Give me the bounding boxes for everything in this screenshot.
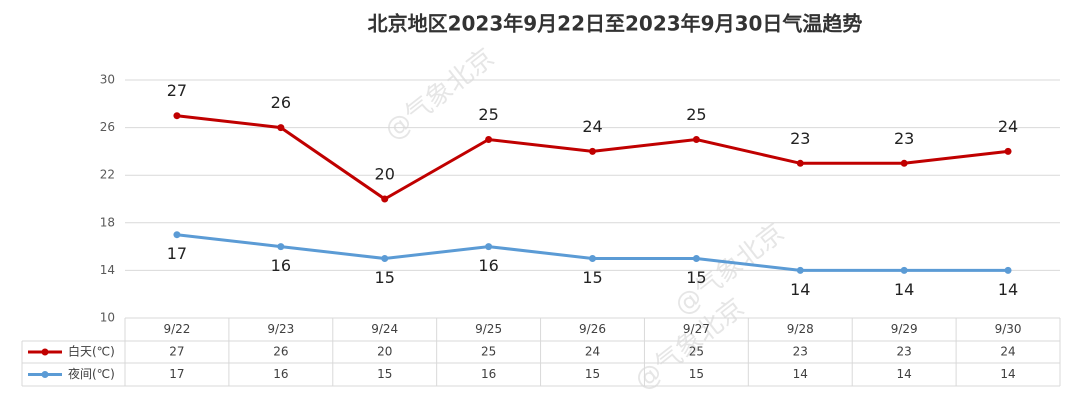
table-value: 17 [169, 367, 184, 381]
point [1004, 266, 1012, 274]
x-tick-label: 9/27 [683, 322, 710, 336]
data-label: 20 [375, 165, 395, 184]
data-label: 27 [167, 81, 187, 100]
data-label: 14 [894, 280, 914, 299]
x-tick-label: 9/29 [891, 322, 918, 336]
watermark: @气象北京 [379, 43, 500, 147]
table-value: 16 [481, 367, 496, 381]
point [1004, 147, 1012, 155]
data-label: 15 [686, 268, 706, 287]
point [381, 255, 389, 262]
data-label: 26 [271, 93, 291, 112]
data-label: 25 [478, 105, 498, 124]
point [173, 112, 181, 120]
table-value: 23 [793, 345, 808, 359]
table-value: 15 [377, 367, 392, 381]
y-tick-label: 26 [100, 120, 115, 134]
point [796, 159, 804, 167]
table-value: 23 [897, 345, 912, 359]
data-label: 24 [998, 117, 1018, 136]
point [589, 255, 596, 262]
y-tick-label: 22 [100, 168, 115, 182]
table-value: 25 [481, 345, 496, 359]
chart-title: 北京地区2023年9月22日至2023年9月30日气温趋势 [368, 12, 863, 36]
table-value: 16 [273, 367, 288, 381]
x-tick-label: 9/22 [163, 322, 190, 336]
table-value: 20 [377, 345, 392, 359]
point [173, 231, 181, 239]
table-value: 14 [897, 367, 912, 381]
y-tick-label: 14 [100, 263, 115, 277]
data-label: 15 [582, 268, 602, 287]
table-value: 14 [1000, 367, 1015, 381]
x-tick-label: 9/24 [371, 322, 398, 336]
y-tick-label: 18 [100, 215, 115, 229]
table-value: 24 [1000, 345, 1015, 359]
table-value: 27 [169, 345, 184, 359]
x-tick-label: 9/28 [787, 322, 814, 336]
x-tick-label: 9/25 [475, 322, 502, 336]
data-label: 23 [790, 129, 810, 148]
point [485, 243, 493, 251]
x-tick-label: 9/30 [995, 322, 1022, 336]
legend-label: 白天(℃) [68, 344, 115, 359]
y-tick-label: 30 [100, 73, 115, 87]
point [692, 136, 700, 143]
data-label: 16 [478, 256, 498, 275]
data-label: 24 [582, 117, 602, 136]
point [277, 124, 285, 132]
table-value: 15 [585, 367, 600, 381]
series-line [176, 233, 1009, 272]
legend-swatch [41, 348, 49, 356]
table-value: 25 [689, 345, 704, 359]
data-label: 16 [271, 256, 291, 275]
table-value: 15 [689, 367, 704, 381]
table-value: 24 [585, 345, 600, 359]
data-label: 14 [998, 280, 1018, 299]
point [277, 243, 285, 251]
data-label: 25 [686, 105, 706, 124]
point [900, 266, 908, 274]
x-tick-label: 9/23 [267, 322, 294, 336]
legend-label: 夜间(℃) [68, 366, 115, 381]
point [900, 159, 908, 167]
data-label: 17 [167, 244, 187, 263]
legend-swatch [41, 371, 49, 378]
data-label: 23 [894, 129, 914, 148]
x-tick-label: 9/26 [579, 322, 606, 336]
data-label: 15 [375, 268, 395, 287]
point [692, 255, 700, 262]
point [796, 266, 804, 274]
point [381, 195, 389, 203]
point [589, 147, 596, 155]
point [485, 136, 493, 143]
table-value: 26 [273, 345, 288, 359]
data-label: 14 [790, 280, 810, 299]
table-value: 14 [793, 367, 808, 381]
y-tick-label: 10 [100, 311, 115, 325]
